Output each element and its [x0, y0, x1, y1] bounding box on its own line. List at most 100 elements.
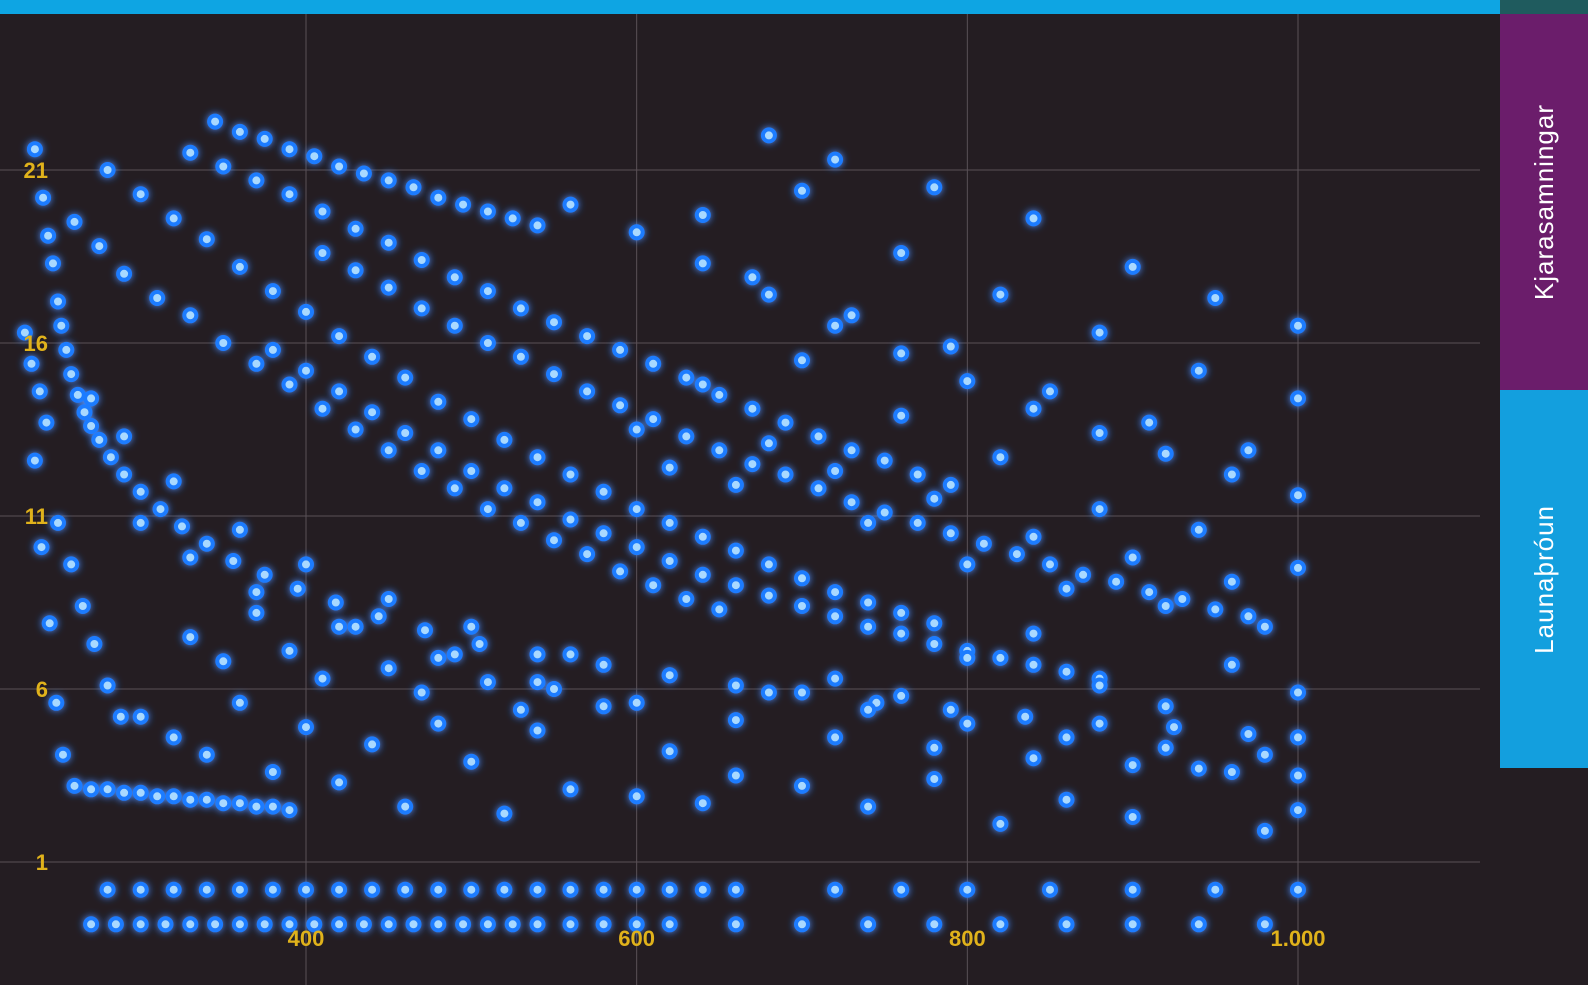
data-point [380, 442, 397, 459]
data-point [1058, 663, 1075, 680]
data-point [1025, 625, 1042, 642]
data-point [314, 203, 331, 220]
data-point [397, 369, 414, 386]
data-point [463, 881, 480, 898]
data-point [66, 213, 83, 230]
data-point [281, 376, 298, 393]
data-point [413, 463, 430, 479]
data-point [496, 480, 513, 497]
tab-kjarasamningar[interactable]: Kjarasamningar [1500, 14, 1588, 390]
data-point [1017, 708, 1034, 725]
data-point [1223, 466, 1240, 483]
data-point [1141, 584, 1158, 601]
data-point [116, 466, 133, 483]
data-point [612, 397, 629, 414]
data-point [446, 646, 463, 663]
data-point [479, 501, 496, 518]
data-point [562, 781, 579, 798]
data-point [1124, 757, 1141, 774]
data-point [215, 158, 232, 175]
data-point [727, 677, 744, 694]
data-point [347, 220, 364, 237]
data-point [38, 414, 55, 431]
data-point [562, 881, 579, 898]
data-point [157, 916, 174, 933]
x-axis: 400 600 800 1.000 [288, 926, 1326, 951]
data-point [661, 916, 678, 933]
data-point [207, 916, 224, 933]
data-point [496, 881, 513, 898]
data-point [215, 653, 232, 670]
data-point [661, 667, 678, 684]
data-point [99, 781, 116, 798]
data-point [1025, 528, 1042, 545]
data-point [231, 881, 248, 898]
data-point [1290, 767, 1306, 784]
top-bar-accent [1500, 0, 1588, 14]
data-point [612, 341, 629, 358]
data-point [843, 494, 860, 511]
data-point [1042, 556, 1058, 573]
data-point [926, 179, 943, 196]
data-point [1290, 317, 1306, 334]
data-point [595, 483, 612, 500]
data-point [1207, 290, 1224, 306]
data-point [529, 217, 546, 234]
data-point [744, 269, 761, 286]
data-point [1290, 802, 1306, 819]
data-point [1042, 383, 1058, 400]
data-point [331, 774, 348, 791]
data-point [727, 712, 744, 729]
tab-launathroun[interactable]: Launaþróun [1500, 390, 1588, 768]
data-point [827, 881, 844, 898]
data-point [331, 916, 348, 933]
data-point [248, 172, 265, 189]
top-bar [0, 0, 1588, 14]
data-point [132, 784, 149, 801]
data-point [1058, 916, 1075, 933]
data-point [231, 123, 248, 140]
data-point [1256, 916, 1273, 933]
data-point [107, 916, 124, 933]
data-point [314, 400, 331, 417]
data-point [264, 798, 281, 815]
data-point [26, 141, 43, 158]
data-point [496, 431, 513, 448]
data-point [380, 591, 397, 607]
data-point [1240, 442, 1257, 459]
data-point [479, 916, 496, 933]
data-point [579, 328, 596, 345]
data-point [711, 442, 728, 459]
data-point [74, 598, 91, 614]
data-point [1108, 573, 1125, 590]
data-point [1190, 760, 1207, 777]
data-point [380, 660, 397, 677]
data-point [380, 916, 397, 933]
data-point [1290, 487, 1306, 504]
data-point [628, 539, 645, 556]
data-point [678, 591, 695, 607]
data-point [256, 130, 273, 147]
data-point [298, 362, 314, 379]
y-tick-label: 21 [24, 158, 48, 183]
data-point [182, 629, 199, 646]
data-point [231, 795, 248, 812]
data-point [711, 386, 728, 403]
data-point [512, 514, 529, 531]
data-point [165, 788, 182, 805]
data-point [41, 615, 58, 632]
data-point [33, 539, 50, 556]
data-point [231, 521, 248, 538]
data-point [112, 708, 129, 725]
data-point [479, 203, 496, 220]
data-point [446, 480, 463, 497]
data-point [810, 428, 827, 445]
data-point [413, 684, 430, 701]
data-point [397, 425, 414, 441]
data-point [827, 729, 844, 746]
data-point [777, 414, 794, 431]
data-point [479, 335, 496, 351]
data-point [942, 476, 959, 493]
data-point [579, 383, 596, 400]
data-point [174, 518, 190, 535]
